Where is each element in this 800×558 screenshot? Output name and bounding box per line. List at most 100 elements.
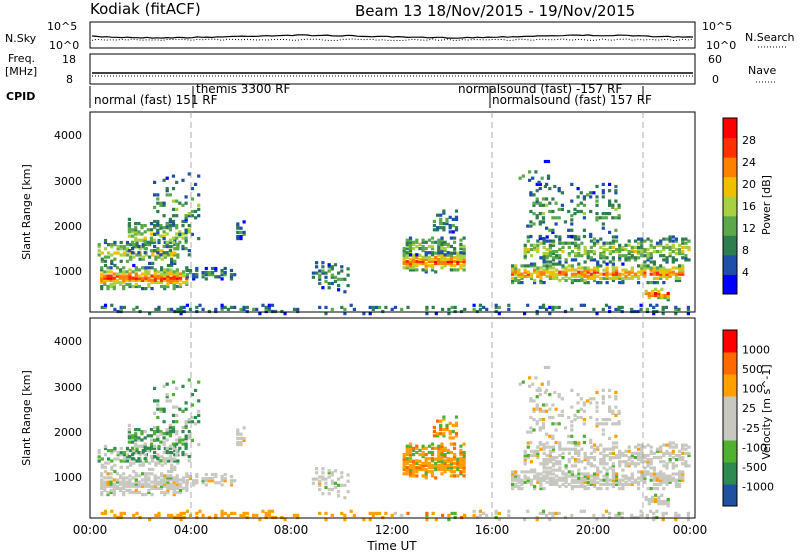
- heatmap-cell: [555, 462, 559, 466]
- heatmap-cell: [608, 478, 612, 482]
- heatmap-cell: [131, 251, 135, 255]
- heatmap-cell: [599, 460, 603, 464]
- heatmap-cell: [561, 482, 565, 486]
- heatmap-cell: [551, 305, 555, 309]
- heatmap-cell: [618, 482, 622, 486]
- station-title: Kodiak (fitACF): [90, 0, 201, 18]
- heatmap-cell: [608, 272, 612, 276]
- heatmap-cell: [523, 312, 527, 316]
- heatmap-cell: [421, 255, 425, 259]
- heatmap-cell: [236, 428, 240, 432]
- heatmap-cell: [602, 453, 606, 458]
- heatmap-cell: [190, 232, 194, 236]
- heatmap-cell: [532, 428, 536, 432]
- heatmap-cell: [434, 270, 438, 274]
- heatmap-cell: [459, 255, 463, 259]
- heatmap-cell: [529, 430, 533, 434]
- heatmap-cell: [137, 274, 142, 278]
- heatmap-cell: [511, 474, 515, 478]
- heatmap-cell: [541, 424, 546, 428]
- heatmap-cell: [112, 280, 116, 284]
- heatmap-cell: [131, 476, 135, 480]
- heatmap-cell: [551, 415, 555, 420]
- heatmap-cell: [548, 460, 552, 464]
- heatmap-cell: [659, 266, 663, 270]
- heatmap-cell: [454, 228, 459, 232]
- heatmap-cell: [536, 480, 540, 484]
- heatmap-cell: [577, 247, 581, 252]
- heatmap-cell: [185, 282, 189, 286]
- heatmap-cell: [660, 493, 664, 497]
- heatmap-cell: [595, 216, 599, 220]
- heatmap-cell: [535, 422, 539, 426]
- heatmap-cell: [564, 476, 568, 480]
- heatmap-cell: [442, 428, 446, 432]
- heatmap-cell: [602, 250, 606, 254]
- heatmap-cell: [166, 476, 170, 480]
- heatmap-cell: [214, 268, 218, 273]
- heatmap-cell: [137, 438, 141, 442]
- heatmap-cell: [184, 422, 188, 426]
- heatmap-cell: [258, 518, 262, 522]
- heatmap-cell: [674, 445, 678, 449]
- heatmap-cell: [668, 254, 672, 258]
- heatmap-cell: [595, 518, 599, 522]
- heatmap-cell: [456, 255, 460, 259]
- heatmap-cell: [462, 247, 466, 251]
- heatmap-cell: [548, 393, 552, 397]
- heatmap-cell: [187, 434, 191, 438]
- heatmap-cell: [602, 241, 606, 245]
- heatmap-cell: [554, 222, 558, 226]
- heatmap-cell: [122, 511, 126, 515]
- heatmap-cell: [545, 409, 549, 413]
- heatmap-cell: [190, 393, 194, 397]
- heatmap-cell: [649, 451, 653, 455]
- heatmap-cell: [147, 482, 151, 486]
- heatmap-cell: [674, 274, 678, 278]
- heatmap-cell: [384, 511, 388, 515]
- heatmap-cell: [586, 276, 590, 280]
- heatmap-cell: [418, 259, 422, 264]
- heatmap-cell: [449, 262, 453, 266]
- heatmap-cell: [611, 235, 615, 239]
- heatmap-cell: [630, 254, 634, 258]
- heatmap-cell: [532, 409, 536, 413]
- heatmap-cell: [561, 276, 565, 280]
- heatmap-cell: [440, 253, 444, 257]
- heatmap-cell: [633, 274, 638, 278]
- heatmap-cell: [267, 509, 271, 513]
- heatmap-cell: [333, 469, 338, 473]
- heatmap-cell: [459, 238, 463, 242]
- heatmap-cell: [149, 438, 154, 442]
- heatmap-cell: [451, 423, 455, 427]
- heatmap-cell: [97, 455, 101, 459]
- heatmap-cell: [176, 461, 180, 465]
- heatmap-cell: [580, 254, 584, 258]
- heatmap-cell: [523, 250, 527, 254]
- heatmap-cell: [346, 267, 350, 271]
- heatmap-cell: [615, 276, 619, 280]
- heatmap-cell: [533, 449, 537, 453]
- heatmap-cell: [405, 238, 409, 242]
- heatmap-cell: [618, 256, 622, 260]
- heatmap-cell: [125, 240, 130, 245]
- heatmap-cell: [553, 184, 557, 189]
- heatmap-cell: [402, 253, 406, 257]
- heatmap-cell: [321, 492, 325, 496]
- heatmap-cell: [462, 259, 466, 264]
- heatmap-cell: [430, 472, 435, 476]
- heatmap-cell: [660, 499, 664, 504]
- heatmap-cell: [125, 274, 129, 278]
- heatmap-cell: [103, 509, 108, 513]
- heatmap-cell: [103, 482, 107, 486]
- heatmap-cell: [165, 242, 169, 246]
- heatmap-cell: [586, 281, 590, 285]
- heatmap-cell: [175, 276, 179, 280]
- heatmap-cell: [586, 268, 590, 272]
- heatmap-cell: [153, 411, 157, 415]
- heatmap-cell: [620, 305, 624, 309]
- heatmap-cell: [564, 272, 568, 276]
- heatmap-cell: [178, 284, 183, 289]
- heatmap-cell: [592, 447, 597, 451]
- heatmap-cell: [321, 471, 325, 475]
